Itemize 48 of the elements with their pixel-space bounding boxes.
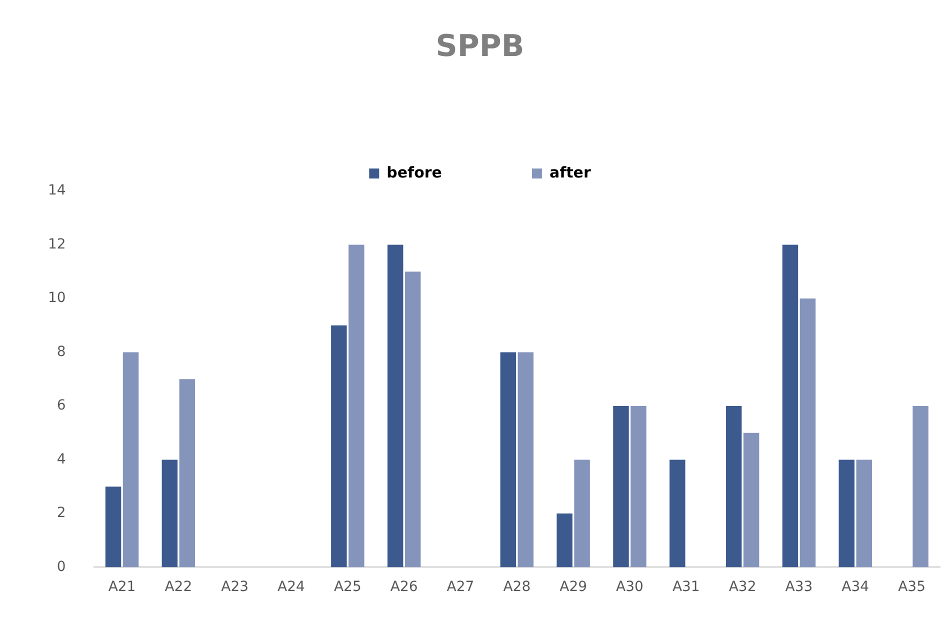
x-tick-label: A24 (278, 579, 306, 596)
x-tick-label: A21 (108, 579, 136, 596)
x-tick-label: A22 (164, 579, 192, 596)
bar (122, 352, 139, 568)
bar (105, 486, 122, 568)
x-tick-label: A29 (560, 579, 588, 596)
y-tick-label: 10 (48, 290, 66, 306)
chart-title: SPPB (436, 28, 524, 64)
bar (800, 298, 816, 568)
bar (179, 379, 196, 568)
legend-label: after (549, 163, 592, 182)
y-tick-label: 14 (48, 182, 66, 199)
bar (613, 406, 629, 568)
x-tick-label: A28 (503, 579, 531, 596)
x-tick-label: A33 (785, 579, 813, 596)
bar (574, 460, 590, 568)
bar (630, 406, 646, 568)
x-tick-label: A32 (728, 579, 756, 596)
bar (518, 352, 534, 568)
bar (726, 406, 742, 568)
bar (912, 406, 928, 568)
x-tick-label: A35 (898, 579, 926, 596)
bar (838, 460, 855, 568)
x-tick-label: A30 (616, 579, 644, 596)
y-tick-label: 4 (56, 451, 66, 468)
y-tick-label: 2 (56, 505, 66, 522)
bar (162, 460, 178, 568)
x-tick-label: A34 (842, 579, 870, 596)
bar (404, 272, 421, 568)
bar (856, 460, 872, 568)
x-tick-label: A27 (446, 579, 474, 596)
y-tick-label: 0 (56, 558, 66, 575)
y-tick-label: 8 (56, 344, 66, 360)
legend-label: before (386, 163, 442, 182)
bar (331, 325, 347, 568)
y-tick-label: 12 (48, 236, 66, 252)
x-tick-label: A23 (221, 579, 249, 596)
bar (348, 244, 364, 568)
x-tick-label: A31 (672, 579, 700, 596)
x-tick-label: A26 (390, 579, 418, 596)
bar (556, 513, 572, 568)
bar (743, 432, 760, 568)
bar (782, 244, 798, 568)
bar (500, 352, 516, 568)
bar (670, 460, 686, 568)
x-tick-label: A25 (334, 579, 362, 596)
y-tick-label: 6 (56, 398, 66, 414)
bar (387, 244, 404, 568)
